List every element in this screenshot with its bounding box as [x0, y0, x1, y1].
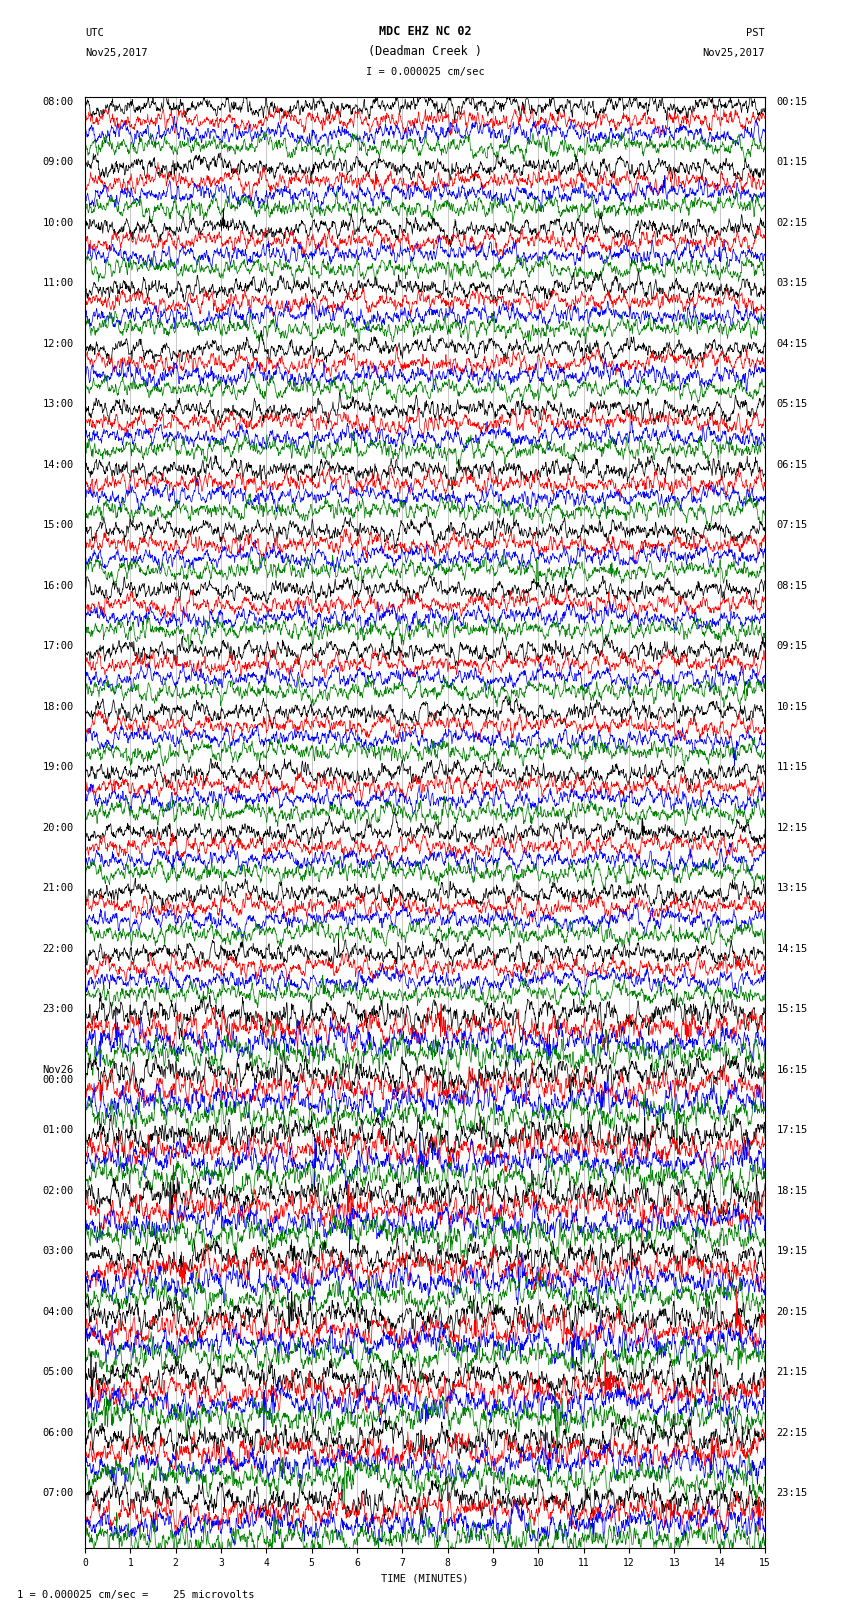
- X-axis label: TIME (MINUTES): TIME (MINUTES): [382, 1574, 468, 1584]
- Text: 12:15: 12:15: [776, 823, 808, 832]
- Text: 22:15: 22:15: [776, 1428, 808, 1437]
- Text: 12:00: 12:00: [42, 339, 74, 348]
- Text: Nov26
00:00: Nov26 00:00: [42, 1065, 74, 1086]
- Text: 02:00: 02:00: [42, 1186, 74, 1195]
- Text: 18:00: 18:00: [42, 702, 74, 711]
- Text: 20:15: 20:15: [776, 1307, 808, 1316]
- Text: 03:15: 03:15: [776, 279, 808, 289]
- Text: 15:15: 15:15: [776, 1003, 808, 1015]
- Text: 00:15: 00:15: [776, 97, 808, 106]
- Text: 07:00: 07:00: [42, 1487, 74, 1498]
- Text: 07:15: 07:15: [776, 521, 808, 531]
- Text: 23:15: 23:15: [776, 1487, 808, 1498]
- Text: 15:00: 15:00: [42, 521, 74, 531]
- Text: 06:15: 06:15: [776, 460, 808, 469]
- Text: 10:00: 10:00: [42, 218, 74, 227]
- Text: 01:00: 01:00: [42, 1126, 74, 1136]
- Text: 1 = 0.000025 cm/sec =    25 microvolts: 1 = 0.000025 cm/sec = 25 microvolts: [17, 1590, 254, 1600]
- Text: 04:00: 04:00: [42, 1307, 74, 1316]
- Text: 19:15: 19:15: [776, 1245, 808, 1257]
- Text: 08:15: 08:15: [776, 581, 808, 590]
- Text: 21:15: 21:15: [776, 1368, 808, 1378]
- Text: UTC: UTC: [85, 29, 104, 39]
- Text: 19:00: 19:00: [42, 763, 74, 773]
- Text: PST: PST: [746, 29, 765, 39]
- Text: 22:00: 22:00: [42, 944, 74, 953]
- Text: 16:15: 16:15: [776, 1065, 808, 1074]
- Text: 13:15: 13:15: [776, 884, 808, 894]
- Text: I = 0.000025 cm/sec: I = 0.000025 cm/sec: [366, 68, 484, 77]
- Text: 17:15: 17:15: [776, 1126, 808, 1136]
- Text: 05:15: 05:15: [776, 400, 808, 410]
- Text: 13:00: 13:00: [42, 400, 74, 410]
- Text: 23:00: 23:00: [42, 1003, 74, 1015]
- Text: 06:00: 06:00: [42, 1428, 74, 1437]
- Text: 11:00: 11:00: [42, 279, 74, 289]
- Text: (Deadman Creek ): (Deadman Creek ): [368, 45, 482, 58]
- Text: 18:15: 18:15: [776, 1186, 808, 1195]
- Text: 03:00: 03:00: [42, 1245, 74, 1257]
- Text: 21:00: 21:00: [42, 884, 74, 894]
- Text: 14:15: 14:15: [776, 944, 808, 953]
- Text: 04:15: 04:15: [776, 339, 808, 348]
- Text: 10:15: 10:15: [776, 702, 808, 711]
- Text: MDC EHZ NC 02: MDC EHZ NC 02: [379, 26, 471, 39]
- Text: 02:15: 02:15: [776, 218, 808, 227]
- Text: Nov25,2017: Nov25,2017: [702, 48, 765, 58]
- Text: 08:00: 08:00: [42, 97, 74, 106]
- Text: 01:15: 01:15: [776, 158, 808, 168]
- Text: 16:00: 16:00: [42, 581, 74, 590]
- Text: 17:00: 17:00: [42, 640, 74, 652]
- Text: 20:00: 20:00: [42, 823, 74, 832]
- Text: 09:00: 09:00: [42, 158, 74, 168]
- Text: Nov25,2017: Nov25,2017: [85, 48, 148, 58]
- Text: 11:15: 11:15: [776, 763, 808, 773]
- Text: 14:00: 14:00: [42, 460, 74, 469]
- Text: 09:15: 09:15: [776, 640, 808, 652]
- Text: 05:00: 05:00: [42, 1368, 74, 1378]
